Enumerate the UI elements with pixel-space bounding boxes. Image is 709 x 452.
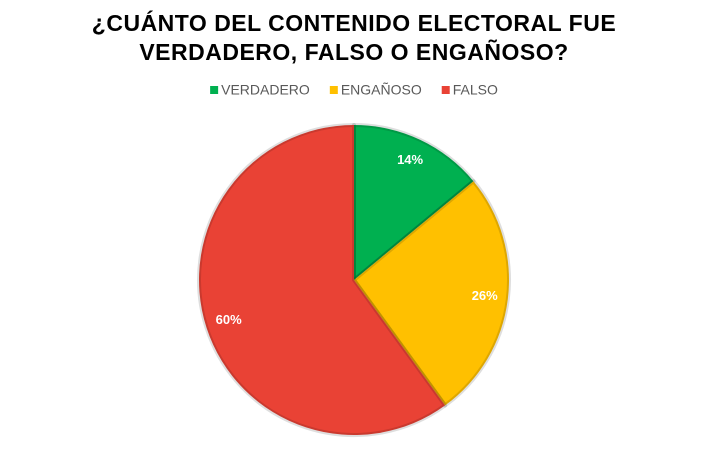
- value-label: 60%: [216, 312, 242, 327]
- slice-border: [352, 123, 476, 282]
- slice-border: [352, 179, 511, 408]
- slice-border: [197, 123, 448, 437]
- legend-swatch: [210, 86, 219, 94]
- pie-slice: [354, 181, 510, 406]
- pie: 14% 26% 60%: [197, 123, 511, 437]
- legend-swatch: [329, 86, 338, 94]
- value-label: 14%: [397, 152, 423, 167]
- legend-text: FALSO: [453, 82, 498, 98]
- legend-swatch: [441, 86, 450, 94]
- value-label: 26%: [472, 288, 498, 303]
- legend-text: VERDADERO: [221, 82, 310, 98]
- legend: VERDADERO ENGAÑOSO FALSO: [210, 82, 498, 98]
- chart-title: VERDADERO, FALSO O ENGAÑOSO?: [139, 38, 568, 65]
- pie-slice: [199, 125, 446, 435]
- legend-text: ENGAÑOSO: [341, 82, 422, 98]
- chart-title: ¿CUÁNTO DEL CONTENIDO ELECTORAL FUE: [92, 9, 616, 36]
- pie-slice: [354, 125, 474, 280]
